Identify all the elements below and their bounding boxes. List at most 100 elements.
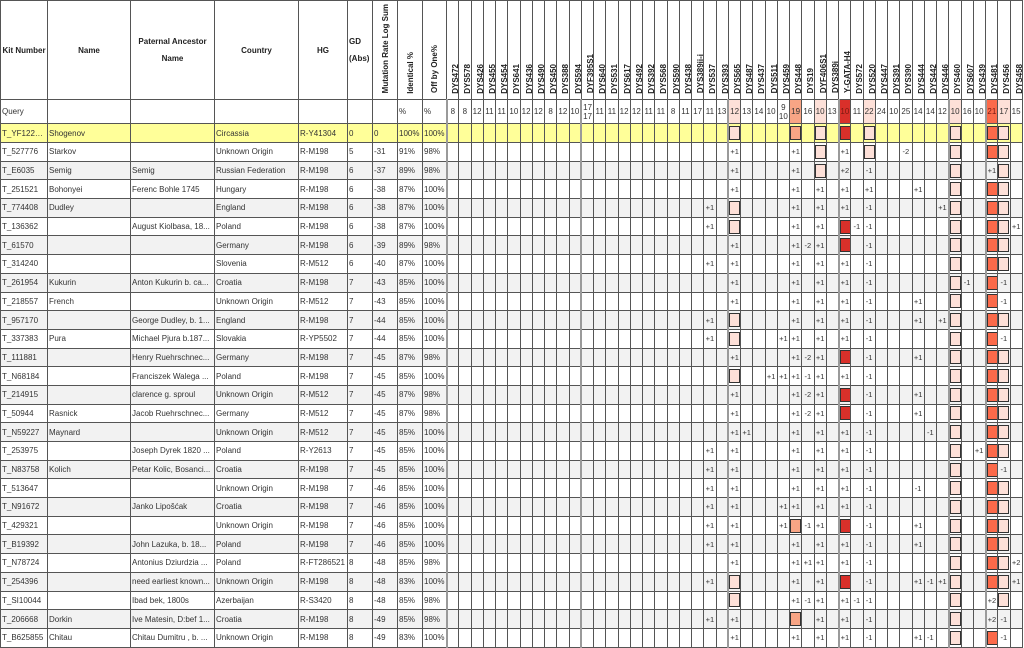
marker-header-dys568[interactable]: DYS568 (654, 0, 668, 101)
table-row[interactable]: T_YF122814 Shogenov Circassia R-Y41304 0 0 100… (0, 123, 1023, 144)
cell-kit[interactable]: T_253975 (0, 441, 48, 461)
cell-kit[interactable]: T_B19392 (0, 534, 48, 555)
cell-kit[interactable]: T_254396 (0, 571, 48, 592)
column-header-off[interactable]: Off by One% (422, 0, 447, 101)
marker-header-dys450[interactable]: DYS450 (543, 0, 558, 101)
marker-header-dys641[interactable]: DYS641 (507, 0, 521, 101)
cell-kit[interactable]: T_N78724 (0, 553, 48, 573)
table-row[interactable]: T_111881 Henry Ruehrschnec... Germany R-M19… (0, 347, 1023, 368)
cell-kit[interactable]: T_337383 (0, 328, 48, 349)
column-header-kit[interactable]: Kit Number (0, 0, 48, 101)
marker-header-dys607[interactable]: DYS607 (960, 0, 974, 101)
table-row[interactable]: T_61570 Germany R-M198 6 -39 89% 98% +1 +1 -2 +1 -1 (0, 235, 1023, 256)
marker-header-y-gata-h4[interactable]: Y-GATA-H4 (837, 0, 852, 101)
marker-header-dys388[interactable]: DYS388 (556, 0, 570, 101)
cell-kit[interactable]: T_61570 (0, 235, 48, 256)
table-row[interactable]: T_N83758 Kolich Petar Kolic, Bosanci... Cro… (0, 459, 1023, 480)
cell-kit[interactable]: T_B625855 (0, 627, 48, 648)
marker-header-dys454[interactable]: DYS454 (494, 0, 509, 101)
table-row[interactable]: T_254396 need earliest known... Unknown Or… (0, 571, 1023, 592)
table-row[interactable]: T_214915 clarence g. sproul Unknown Origin… (0, 384, 1023, 405)
column-header-hg[interactable]: HG (298, 0, 348, 101)
cell-kit[interactable]: T_YF122814 (0, 123, 48, 144)
marker-header-dys537[interactable]: DYS537 (703, 0, 717, 101)
table-row[interactable]: T_136362 August Kiolbasa, 18... Poland R-M1… (0, 216, 1023, 237)
marker-header-dys389i[interactable]: DYS389i (825, 0, 840, 101)
table-row[interactable]: T_429321 Unknown Origin R-M198 7 -46 85% 100% +… (0, 515, 1023, 536)
column-header-ancestor[interactable]: Paternal Ancestor Name (130, 0, 215, 101)
cell-kit[interactable]: T_SI10044 (0, 590, 48, 611)
cell-kit[interactable]: T_774408 (0, 198, 48, 218)
marker-header-dys426[interactable]: DYS426 (470, 0, 484, 101)
cell-kit[interactable]: T_251521 (0, 179, 48, 200)
marker-header-dys490[interactable]: DYS490 (531, 0, 546, 101)
marker-header-dys446[interactable]: DYS446 (935, 0, 950, 101)
marker-header-dys438[interactable]: DYS438 (678, 0, 693, 101)
marker-header-dys572[interactable]: DYS572 (850, 0, 864, 101)
table-row[interactable]: T_E6035 Semig Semig Russian Federation R-M19… (0, 160, 1023, 181)
cell-kit[interactable]: T_957170 (0, 310, 48, 330)
marker-header-dys511[interactable]: DYS511 (764, 0, 778, 101)
marker-header-dys393[interactable]: DYS393 (715, 0, 729, 101)
cell-kit[interactable]: T_N83758 (0, 459, 48, 480)
table-row[interactable]: T_513647 Unknown Origin R-M198 7 -46 85% 100% +… (0, 478, 1023, 499)
column-header-identical[interactable]: Identical % (397, 0, 423, 101)
column-header-name[interactable]: Name (47, 0, 131, 101)
cell-kit[interactable]: T_429321 (0, 515, 48, 536)
cell-kit[interactable]: T_214915 (0, 384, 48, 405)
cell-kit[interactable]: T_111881 (0, 347, 48, 368)
marker-header-dys640[interactable]: DYS640 (592, 0, 607, 101)
table-row[interactable]: T_774408 Dudley England R-M198 6 -38 87% 100% +1… (0, 198, 1023, 218)
table-row[interactable]: T_B19392 John Lazuka, b. 18... Poland R-M19… (0, 534, 1023, 555)
marker-header-dys492[interactable]: DYS492 (629, 0, 644, 101)
marker-header-dys436[interactable]: DYS436 (519, 0, 533, 101)
table-row[interactable]: T_957170 George Dudley, b. 1... England R-M… (0, 310, 1023, 330)
cell-kit[interactable]: T_50944 (0, 403, 48, 424)
table-row[interactable]: T_N68184 Franciszek Walega ... Poland R-M19… (0, 366, 1023, 386)
marker-header-dys390[interactable]: DYS390 (899, 0, 913, 101)
table-row[interactable]: T_261954 Kukurin Anton Kukurin b. ca... Cro… (0, 272, 1023, 293)
column-header-gd[interactable]: GD (Abs) (347, 0, 373, 101)
marker-header-dys391[interactable]: DYS391 (886, 0, 901, 101)
table-row[interactable]: T_SI10044 Ibad bek, 1800s Azerbaijan R-S342… (0, 590, 1023, 611)
marker-header-dys590[interactable]: DYS590 (666, 0, 680, 101)
marker-header-dys447[interactable]: DYS447 (874, 0, 889, 101)
column-header-logsum[interactable]: Mutation Rate Log Sum (372, 0, 398, 101)
marker-header-dyf406s1[interactable]: DYF406S1 (813, 0, 827, 101)
table-row[interactable]: T_314240 Slovenia R-M512 6 -40 87% 100% +1 +1 +1 +… (0, 254, 1023, 274)
marker-header-dys455[interactable]: DYS455 (482, 0, 497, 101)
marker-header-dys458[interactable]: DYS458 (1009, 0, 1023, 101)
marker-header-dys444[interactable]: DYS444 (911, 0, 925, 101)
marker-header-dys442[interactable]: DYS442 (923, 0, 938, 101)
marker-header-dys437[interactable]: DYS437 (752, 0, 766, 101)
cell-kit[interactable]: T_N59227 (0, 422, 48, 443)
marker-header-dys439[interactable]: DYS439 (972, 0, 987, 101)
marker-header-dys456[interactable]: DYS456 (997, 0, 1011, 101)
marker-header-dys481[interactable]: DYS481 (984, 0, 999, 101)
table-row[interactable]: T_N78724 Antonius Dziurdzia ... Poland R-FT… (0, 553, 1023, 573)
cell-kit[interactable]: T_206668 (0, 609, 48, 629)
marker-header-dys617[interactable]: DYS617 (617, 0, 631, 101)
table-row[interactable]: T_253975 Joseph Dyrek 1820 ... Poland R-Y26… (0, 441, 1023, 461)
cell-kit[interactable]: T_314240 (0, 254, 48, 274)
column-header-country[interactable]: Country (214, 0, 299, 101)
cell-kit[interactable]: T_N68184 (0, 366, 48, 386)
marker-header-dys389ii-i[interactable]: DYS389ii-i (690, 0, 705, 101)
marker-header-dys594[interactable]: DYS594 (568, 0, 582, 101)
cell-kit[interactable]: T_513647 (0, 478, 48, 499)
cell-kit[interactable]: T_261954 (0, 272, 48, 293)
marker-header-dys19[interactable]: DYS19 (801, 0, 815, 101)
table-row[interactable]: T_N59227 Maynard Unknown Origin R-M512 7 -45 8… (0, 422, 1023, 443)
marker-header-dys392[interactable]: DYS392 (641, 0, 656, 101)
table-row[interactable]: T_50944 Rasnick Jacob Ruehrschnec... German… (0, 403, 1023, 424)
marker-header-dys487[interactable]: DYS487 (739, 0, 754, 101)
marker-header-dyf395s1[interactable]: DYF395S1 (580, 0, 595, 101)
table-row[interactable]: T_218557 French Unknown Origin R-M512 7 -43 85… (0, 291, 1023, 312)
cell-kit[interactable]: T_527776 (0, 142, 48, 162)
table-row[interactable]: T_206668 Dorkin Ive Matesin, D:bef 1... Cro… (0, 609, 1023, 629)
marker-header-dys565[interactable]: DYS565 (727, 0, 742, 101)
cell-kit[interactable]: T_218557 (0, 291, 48, 312)
marker-header-dys520[interactable]: DYS520 (862, 0, 876, 101)
marker-header-dys448[interactable]: DYS448 (788, 0, 803, 101)
cell-kit[interactable]: T_136362 (0, 216, 48, 237)
